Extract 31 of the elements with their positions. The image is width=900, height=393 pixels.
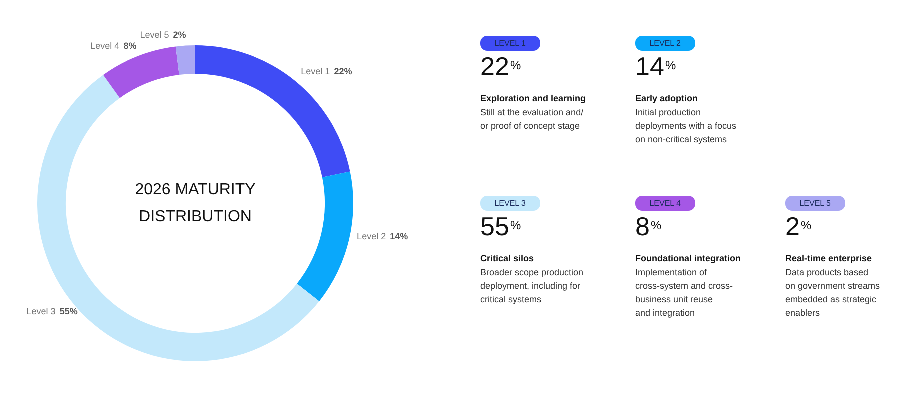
text: LEVEL 2 (650, 39, 682, 48)
text: LEVEL 5 (800, 199, 832, 208)
text: 14% (636, 52, 676, 82)
data-label: 14% (390, 231, 408, 242)
text: Still at the evaluation and/ or proof of concept stage (480, 108, 584, 131)
text: 2% (786, 212, 812, 242)
text: 55% (480, 212, 522, 242)
text: LEVEL 4 (650, 199, 682, 208)
data-label: 55% (60, 306, 78, 317)
text: LEVEL 3 (494, 199, 527, 208)
text: Initial production deployments with a focus on non-critical systems (636, 108, 738, 144)
text: Critical silos (480, 254, 534, 264)
slice-label: Level 2 (357, 231, 386, 242)
text: 8% (636, 212, 662, 242)
text: 2026 MATURITY DISTRIBUTION (135, 181, 256, 226)
text: 22% (480, 52, 522, 82)
text: Foundational integration (636, 254, 741, 264)
slice-label: Level 5 (140, 30, 170, 40)
text: Implementation of cross-system and cross- business unit reuse and integration (636, 268, 734, 318)
text: Data products based on government streams embedded as strategic enablers (786, 268, 881, 318)
slice-label: Level 3 (26, 306, 56, 317)
text: Broader scope production deployment, including for critical systems (480, 268, 584, 304)
data-label: 22% (334, 66, 352, 76)
text: Real-time enterprise (786, 254, 872, 264)
text: Early adoption (636, 94, 698, 104)
text: LEVEL 1 (494, 39, 527, 48)
data-label: 8% (124, 40, 137, 51)
slice-label: Level 4 (90, 40, 120, 51)
data-label: 2% (173, 30, 186, 40)
text: Exploration and learning (480, 94, 586, 104)
slice-label: Level 1 (301, 66, 330, 76)
